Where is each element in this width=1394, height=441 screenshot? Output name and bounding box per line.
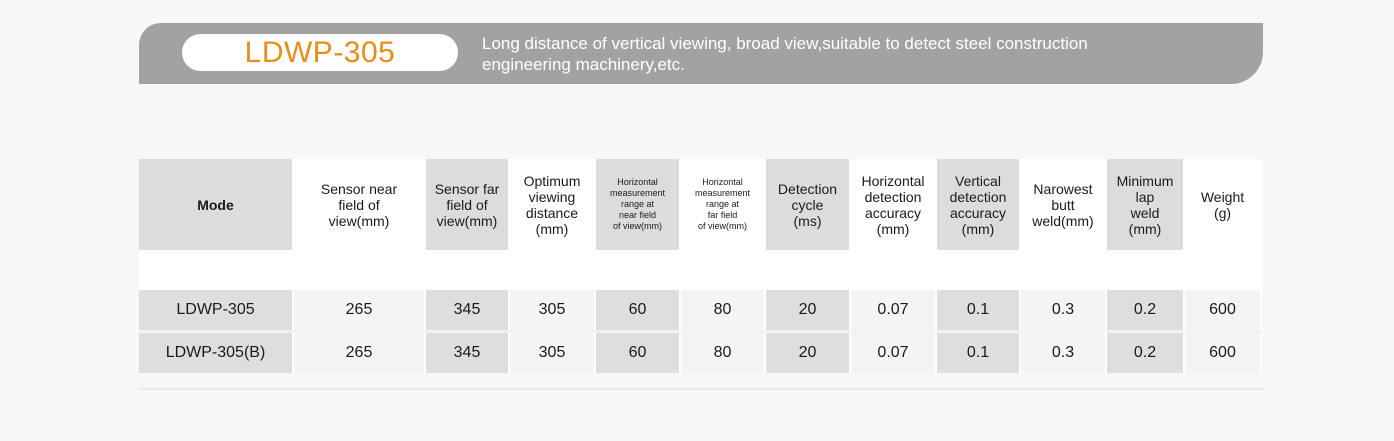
header-cell: Weight (g) — [1184, 159, 1262, 250]
header-line: range at — [705, 199, 740, 209]
header-line: (mm) — [961, 220, 995, 237]
cell-weight: 600 — [1184, 290, 1262, 333]
header-line: view(mm) — [328, 212, 390, 229]
description-line-1: Long distance of vertical viewing, broad… — [482, 34, 1088, 53]
header-cell: Vertical detection accuracy (mm) — [936, 159, 1021, 250]
cell-viewing-distance: 305 — [509, 290, 596, 333]
cell-far-fov: 345 — [425, 290, 510, 333]
header-line: viewing — [528, 188, 576, 205]
description-line-2: engineering machinery,etc. — [482, 55, 685, 74]
header-line: lap — [1135, 188, 1155, 205]
header-line: Minimum — [1116, 172, 1174, 189]
cell-h-accuracy: 0.07 — [850, 331, 937, 373]
divider — [139, 388, 1265, 390]
header-line: field of — [446, 196, 488, 213]
cell-mode: LDWP-305(B) — [139, 331, 294, 373]
model-title: LDWP-305 — [182, 34, 458, 71]
header-line: Narowest — [1033, 180, 1093, 197]
header-line: of view(mm) — [698, 221, 747, 231]
cell-detection-cycle: 20 — [765, 290, 851, 333]
cell-viewing-distance: 305 — [509, 331, 596, 373]
header-line: (mm) — [876, 220, 910, 237]
header-line: Horizontal — [617, 177, 658, 187]
header-line: measurement — [609, 188, 666, 198]
header-line: Sensor far — [434, 180, 500, 197]
cell-detection-cycle: 20 — [765, 331, 851, 373]
header-line: near field — [618, 210, 657, 220]
header-line: detection — [864, 188, 922, 205]
cell-v-accuracy: 0.1 — [936, 290, 1021, 333]
header-line: (g) — [1213, 204, 1232, 221]
table-header-row: Mode Sensor near field of view(mm) Sensor … — [139, 159, 1262, 250]
cell-butt-weld: 0.3 — [1020, 331, 1107, 373]
product-description: Long distance of vertical viewing, broad… — [482, 33, 1202, 75]
header-line: (mm) — [535, 220, 569, 237]
header-line: weld(mm) — [1032, 212, 1094, 229]
cell-h-range-near: 60 — [595, 331, 681, 373]
cell-v-accuracy: 0.1 — [936, 331, 1021, 373]
header-cell: Detection cycle (ms) — [765, 159, 851, 250]
header-line: far field — [707, 210, 738, 220]
header-line: distance — [525, 204, 579, 221]
header-line: Horizontal — [702, 177, 743, 187]
header-cell: Optimum viewing distance (mm) — [509, 159, 596, 250]
header-line: Detection — [777, 180, 838, 197]
header-line: Sensor near — [320, 180, 398, 197]
header-line: accuracy — [864, 204, 922, 221]
header-line: Weight — [1200, 188, 1245, 205]
header-line: Vertical — [955, 172, 1001, 189]
cell-near-fov: 265 — [293, 290, 426, 333]
header-cell: Horizontal measurement range at near field o… — [595, 159, 681, 250]
header-cell: Mode — [139, 159, 294, 250]
header-line: of view(mm) — [613, 221, 662, 231]
header-line: accuracy — [949, 204, 1007, 221]
product-banner: LDWP-305 Long distance of vertical viewi… — [139, 23, 1263, 84]
header-line: range at — [620, 199, 655, 209]
header-cell: Sensor near field of view(mm) — [293, 159, 426, 250]
cell-far-fov: 345 — [425, 331, 510, 373]
spec-table: Mode Sensor near field of view(mm) Sensor … — [139, 159, 1262, 373]
header-line: measurement — [694, 188, 751, 198]
header-line: (mm) — [1128, 220, 1162, 237]
table-row: LDWP-305(B) 265 345 305 60 80 20 0.07 0.… — [139, 331, 1262, 373]
header-cell: Minimum lap weld (mm) — [1106, 159, 1185, 250]
header-line: (ms) — [793, 212, 822, 229]
header-cell: Sensor far field of view(mm) — [425, 159, 510, 250]
cell-lap-weld: 0.2 — [1106, 331, 1185, 373]
cell-lap-weld: 0.2 — [1106, 290, 1185, 333]
header-line: Horizontal — [861, 172, 925, 189]
header-line: Mode — [197, 196, 234, 213]
cell-butt-weld: 0.3 — [1020, 290, 1107, 333]
header-line: weld — [1130, 204, 1160, 221]
header-line: Optimum — [523, 172, 581, 189]
header-line: cycle — [791, 196, 824, 213]
header-line: field of — [338, 196, 380, 213]
cell-h-accuracy: 0.07 — [850, 290, 937, 333]
cell-near-fov: 265 — [293, 331, 426, 373]
cell-weight: 600 — [1184, 331, 1262, 373]
cell-h-range-far: 80 — [680, 290, 766, 333]
header-line: detection — [949, 188, 1007, 205]
header-cell: Horizontal measurement range at far field of… — [680, 159, 766, 250]
spec-table-container: Mode Sensor near field of view(mm) Sensor … — [139, 159, 1262, 373]
table-row: LDWP-305 265 345 305 60 80 20 0.07 0.1 0… — [139, 290, 1262, 333]
cell-mode: LDWP-305 — [139, 290, 294, 333]
header-cell: Horizontal detection accuracy (mm) — [850, 159, 937, 250]
header-line: butt — [1051, 196, 1075, 213]
header-cell: Narowest butt weld(mm) — [1020, 159, 1107, 250]
header-line: view(mm) — [436, 212, 498, 229]
cell-h-range-far: 80 — [680, 331, 766, 373]
cell-h-range-near: 60 — [595, 290, 681, 333]
